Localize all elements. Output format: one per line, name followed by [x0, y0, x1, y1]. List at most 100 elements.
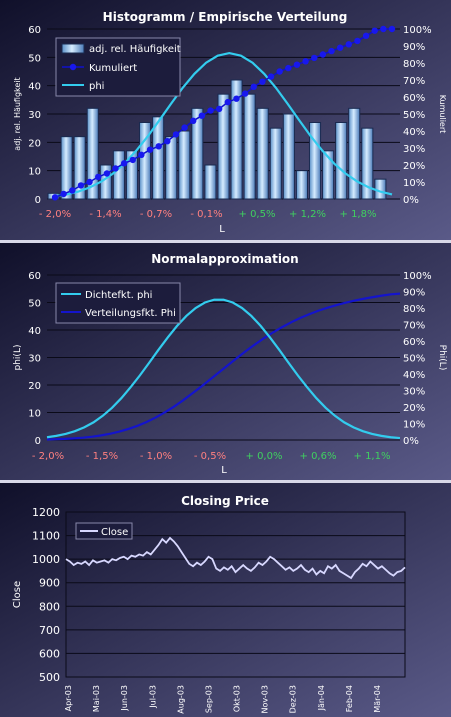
legend-label: Verteilungsfkt. Phi — [85, 308, 176, 319]
close-price-line — [65, 536, 406, 580]
y-tick-label: 1000 — [32, 553, 60, 566]
y2-axis-label: Kumuliert — [438, 95, 447, 134]
histogram-bar — [152, 116, 165, 200]
cumulative-point — [233, 95, 240, 102]
cumulative-point — [77, 182, 85, 189]
cumulative-point — [371, 27, 378, 34]
cumulative-point — [224, 98, 232, 106]
x-tick-label: Jän-04 — [317, 685, 326, 711]
cumulative-point — [319, 51, 327, 58]
cumulative-point — [362, 32, 370, 39]
legend-swatch-bar — [61, 43, 85, 54]
cumulative-point — [120, 160, 128, 167]
histogram-bar — [86, 107, 99, 200]
x-tick-label: + 0,6% — [300, 451, 337, 462]
panel-divider — [0, 240, 451, 243]
chart-title: Closing Price — [181, 494, 269, 508]
legend-label: adj. rel. Häufigkeit — [89, 44, 181, 55]
cumulative-point — [276, 68, 283, 75]
y2-tick-label: 90% — [403, 288, 425, 299]
panel-background — [0, 483, 451, 717]
y2-tick-label: 20% — [403, 161, 425, 172]
x-tick-label: Jul-03 — [148, 685, 157, 709]
legend-label: Kumuliert — [89, 63, 137, 74]
cumulative-point — [285, 64, 292, 72]
y2-tick-label: 60% — [403, 93, 425, 104]
y-tick-label: 40 — [28, 326, 41, 337]
y-tick-label: 0 — [35, 195, 41, 206]
cumulative-point — [215, 105, 223, 113]
histogram-bar — [269, 127, 282, 200]
histogram-bar — [295, 170, 308, 200]
y-tick-label: 500 — [39, 671, 60, 684]
histogram-bar — [165, 136, 178, 200]
x-tick-label: Apr-03 — [64, 685, 73, 711]
x-tick-label: + 0,0% — [246, 451, 283, 462]
y2-axis-label: Phi(L) — [437, 345, 447, 371]
x-tick-label: - 0,5% — [194, 451, 226, 462]
x-tick-label: Feb-04 — [345, 685, 354, 712]
cumulative-point — [129, 156, 136, 164]
histogram-panel: Histogramm / Empirische Verteilung 0 10 20 3… — [0, 0, 451, 240]
legend-box — [55, 282, 181, 324]
x-tick-label: + 1,2% — [289, 209, 326, 220]
cumulative-point — [146, 146, 154, 153]
legend-label: Close — [101, 527, 128, 538]
normal-approximation-panel: Normalapproximation 0 10 20 30 40 50 60 0% 10% 20%… — [0, 243, 451, 480]
phi-cdf-line — [46, 292, 401, 441]
chart-title: Normalapproximation — [151, 252, 298, 266]
histogram-bar — [139, 122, 152, 200]
y2-tick-label: 100% — [403, 271, 432, 282]
y-tick-label: 800 — [39, 600, 60, 613]
cumulative-point — [311, 54, 318, 62]
y-axis-label: Close — [12, 581, 23, 608]
phi-density-line — [46, 298, 401, 440]
cumulative-point — [293, 61, 301, 68]
cumulative-point — [302, 58, 309, 65]
legend-box — [75, 522, 133, 540]
cumulative-point — [328, 47, 335, 55]
y-tick-label: 700 — [39, 624, 60, 637]
x-tick-label: - 1,4% — [89, 209, 121, 220]
normal-approximation-chart: Normalapproximation 0 10 20 30 40 50 60 0% 10% 20%… — [0, 243, 451, 480]
histogram-chart: Histogramm / Empirische Verteilung 0 10 20 3… — [0, 0, 451, 240]
cumulative-point — [69, 187, 76, 194]
histogram-bar — [204, 164, 217, 200]
cumulative-point — [51, 194, 59, 201]
y2-tick-label: 80% — [403, 304, 425, 315]
x-axis-label: L — [221, 465, 227, 476]
y-tick-label: 30 — [28, 110, 41, 121]
y2-tick-label: 90% — [403, 42, 425, 53]
y-axis-label: phi(L) — [13, 345, 23, 371]
y2-tick-label: 70% — [403, 76, 425, 87]
x-tick-label: Okt-03 — [233, 685, 242, 712]
cumulative-point — [336, 44, 344, 51]
y2-tick-label: 0% — [403, 436, 419, 447]
y-tick-label: 900 — [39, 577, 60, 590]
y2-tick-label: 30% — [403, 144, 425, 155]
x-tick-label: - 2,0% — [32, 451, 64, 462]
cumulative-point — [388, 25, 396, 33]
cumulative-point — [172, 131, 180, 138]
panel-divider — [0, 480, 451, 483]
histogram-bar — [73, 136, 86, 200]
y2-tick-label: 50% — [403, 354, 425, 365]
cumulative-point — [181, 124, 188, 131]
cumulative-point — [380, 25, 387, 33]
histogram-bar — [348, 107, 361, 200]
histogram-bar — [361, 127, 374, 200]
x-tick-label: + 1,1% — [354, 451, 391, 462]
histogram-bar — [191, 107, 204, 200]
x-tick-label: - 2,0% — [39, 209, 71, 220]
panel-background — [0, 243, 451, 480]
y-tick-label: 20 — [28, 138, 41, 149]
x-tick-label: - 0,1% — [190, 209, 222, 220]
x-tick-label: - 1,0% — [140, 451, 172, 462]
histogram-bar — [308, 122, 322, 200]
y2-tick-label: 70% — [403, 321, 425, 332]
y2-tick-label: 50% — [403, 110, 425, 121]
histogram-bar — [256, 107, 269, 200]
cumulative-point — [267, 73, 275, 80]
x-tick-label: Nov-03 — [261, 685, 270, 713]
cumulative-point — [86, 178, 93, 186]
